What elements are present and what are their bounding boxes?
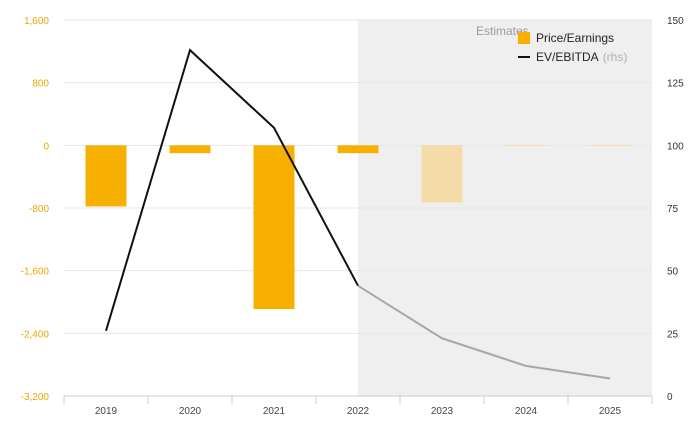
legend-label-price-earnings: Price/Earnings (536, 30, 615, 45)
bar (85, 145, 127, 207)
legend-label-ev-ebitda: EV/EBITDA (536, 49, 599, 64)
y-right-tick-label: 25 (667, 329, 679, 340)
legend: Price/Earnings EV/EBITDA (rhs) (518, 28, 627, 66)
x-tick-label: 2024 (515, 406, 538, 417)
legend-item-price-earnings[interactable]: Price/Earnings (518, 28, 627, 47)
x-tick-label: 2020 (179, 406, 202, 417)
y-left-tick-label: 0 (43, 141, 49, 152)
legend-note-rhs: (rhs) (602, 49, 628, 64)
y-left-tick-label: 1,600 (24, 16, 49, 27)
y-right-tick-label: 0 (667, 392, 673, 403)
bar (169, 145, 211, 154)
x-tick-label: 2021 (263, 406, 286, 417)
bar (421, 145, 463, 203)
x-tick-label: 2019 (95, 406, 118, 417)
y-right-tick-label: 125 (667, 79, 684, 90)
legend-item-ev-ebitda[interactable]: EV/EBITDA (rhs) (518, 47, 627, 66)
bar (337, 145, 379, 154)
line-series-estimate (357, 284, 611, 380)
y-left-tick-label: -1,600 (21, 267, 50, 278)
y-right-tick-label: 150 (667, 16, 684, 27)
bar (505, 144, 547, 146)
y-left-tick-label: -3,200 (21, 392, 50, 403)
y-left-tick-label: 800 (32, 79, 49, 90)
x-tick-label: 2025 (599, 406, 622, 417)
estimates-label: Estimates (476, 24, 529, 38)
y-right-tick-label: 100 (667, 141, 684, 152)
y-left-tick-label: -2,400 (21, 329, 50, 340)
y-left-tick-label: -800 (29, 204, 49, 215)
y-right-tick-label: 75 (667, 204, 679, 215)
bar (589, 144, 631, 146)
x-tick-label: 2023 (431, 406, 454, 417)
bar (253, 145, 295, 310)
x-tick-label: 2022 (347, 406, 370, 417)
line-series-actual (105, 48, 359, 332)
legend-swatch-price-earnings (518, 31, 530, 44)
y-right-tick-label: 50 (667, 267, 679, 278)
legend-swatch-ev-ebitda (518, 55, 530, 58)
